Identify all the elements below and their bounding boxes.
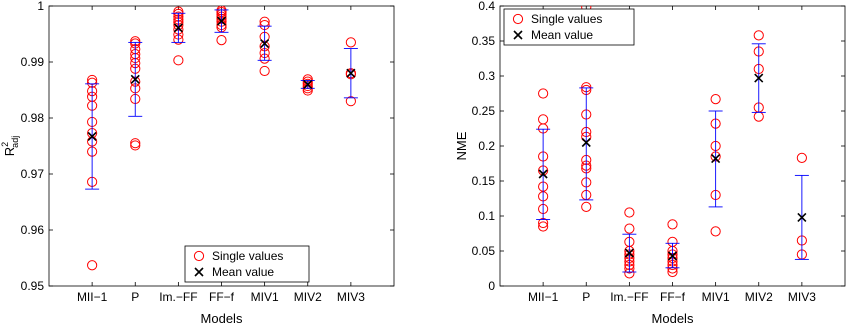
single-value-point [130,138,141,149]
legend-cross-icon [194,267,204,277]
x-tick-label: P [582,290,590,304]
mean-value-marker [216,16,227,26]
single-value-point [87,260,98,271]
x-tick-label: MIV3 [788,290,816,304]
single-value-point [259,65,270,77]
mean-value-marker [624,248,634,258]
x-axis-label: Models [652,311,694,326]
legend-label-mean: Mean value [531,28,593,42]
x-tick-label: MII−1 [528,290,559,304]
legend-circle-icon [512,13,524,25]
single-value-point [216,35,227,46]
x-tick-label: MII−1 [77,290,108,304]
chart-panel-1: 0.95 0.96 0.97 0.98 0.99 1 MII−1 P Im.−FF FF−f MIV… [0,0,395,326]
y-tick-label: 0.95 [21,279,45,293]
x-tick-label: Im.−FF [159,290,197,304]
x-tick-label: P [131,290,139,304]
y-tick-label: 0.4 [478,0,495,13]
x-tick-label: MIV2 [745,290,773,304]
y-tick-label: 0.99 [21,55,45,69]
y-axis-label: NME [454,131,469,160]
x-axis-label: Models [201,311,243,326]
single-value-point [130,140,141,151]
single-value-point [581,201,592,212]
x-tick-label: Im.−FF [610,290,648,304]
single-values-series [87,6,356,271]
x-tick-label: MIV3 [337,290,365,304]
y-tick-label: 0.3 [478,69,495,83]
mean-value-marker [260,38,270,49]
mean-value-marker [667,251,678,261]
mean-value-marker [581,137,591,148]
single-value-point [624,207,635,218]
mean-value-series [85,9,358,190]
legend-label-single: Single values [212,249,283,263]
mean-value-marker [797,212,807,222]
single-value-point [173,55,184,66]
legend-box [503,8,635,46]
single-value-point [667,219,678,230]
mean-value-marker [538,169,548,179]
single-value-point [710,226,721,237]
legend-box [184,245,310,283]
x-tick-label: FF−f [209,290,235,304]
mean-value-marker [346,68,356,78]
legend: Single values Mean value [184,245,310,283]
chart-panel-2: 0 0.05 0.1 0.15 0.2 0.25 0.3 0.35 0.4 MII−1 P Im.−F… [454,0,846,326]
y-tick-label: 1 [37,0,44,13]
mean-value-marker [173,23,183,33]
single-value-point [710,94,721,105]
mean-value-marker [87,131,97,142]
y-axis-label: R2adj [0,136,20,156]
single-value-point [538,221,549,232]
y-tick-label: 0 [488,279,495,293]
plot-frame [48,5,395,287]
x-tick-label: MIV1 [702,290,730,304]
y-tick-label: 0.2 [478,139,495,153]
mean-value-series [536,43,809,273]
mean-value-marker [303,79,313,89]
mean-value-marker [754,73,764,83]
legend: Single values Mean value [503,8,635,46]
single-value-point [538,88,549,99]
y-tick-label: 0.96 [21,223,45,237]
legend-label-single: Single values [531,12,602,26]
y-tick-label: 0.25 [472,104,496,118]
single-value-point [796,152,807,163]
legend-circle-icon [193,250,205,262]
x-tick-label: MIV2 [294,290,322,304]
y-tick-label: 0.97 [21,167,45,181]
x-tick-label: FF−f [660,290,686,304]
y-tick-label: 0.05 [472,244,496,258]
single-value-point [753,111,764,122]
y-tick-label: 0.1 [478,209,495,223]
x-tick-label: MIV1 [251,290,279,304]
single-value-point [753,30,764,41]
single-value-point [538,114,549,125]
legend-label-mean: Mean value [212,265,274,279]
y-tick-label: 0.35 [472,34,496,48]
legend-cross-icon [513,30,523,40]
single-value-point [624,223,635,234]
mean-value-marker [130,74,140,84]
y-tick-label: 0.98 [21,111,45,125]
single-value-point [345,37,356,48]
y-tick-label: 0.15 [472,174,496,188]
mean-value-marker [711,154,721,164]
